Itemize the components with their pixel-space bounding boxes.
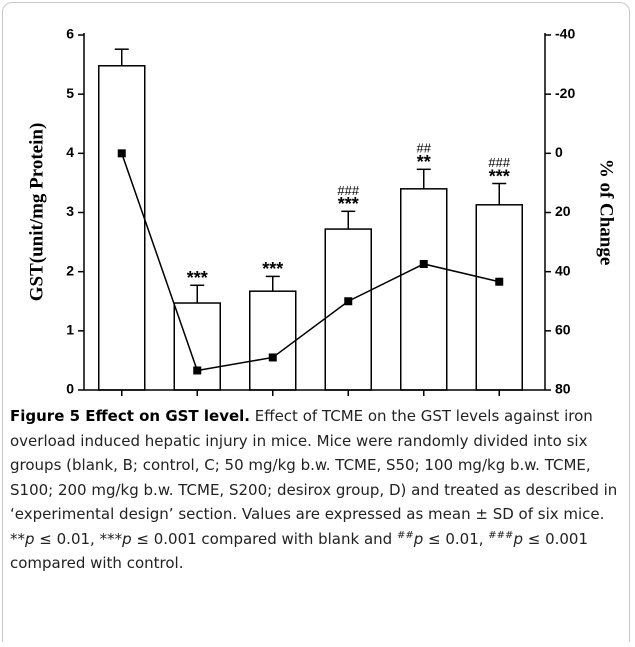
caption-text: p bbox=[513, 529, 523, 548]
caption-text: ## bbox=[396, 529, 414, 541]
significance-label: *** bbox=[338, 194, 359, 214]
y2-tick-label: 40 bbox=[555, 262, 571, 278]
y2-tick-label: 20 bbox=[555, 203, 571, 219]
line-series bbox=[121, 153, 500, 372]
y-axis-label: GST(unit/mg Protein) bbox=[26, 123, 47, 302]
significance-label: ## bbox=[417, 141, 432, 156]
y-tick-label: 6 bbox=[66, 26, 74, 42]
y-tick-label: 2 bbox=[66, 262, 74, 278]
x-tick-label: D bbox=[494, 398, 504, 400]
significance-label: *** bbox=[489, 166, 510, 186]
caption-text: Effect of TCME on the GST levels against… bbox=[10, 407, 618, 548]
bar bbox=[173, 302, 221, 391]
significance-label: ### bbox=[337, 183, 359, 198]
significance-label: ### bbox=[488, 155, 510, 170]
figure-frame bbox=[2, 2, 630, 642]
significance-label: *** bbox=[262, 259, 283, 279]
line-marker bbox=[419, 259, 428, 268]
y2-tick-label: 60 bbox=[555, 322, 571, 338]
caption-text: p bbox=[25, 529, 35, 548]
line-marker bbox=[117, 149, 126, 158]
line-marker bbox=[495, 277, 504, 286]
line-marker bbox=[268, 353, 277, 362]
y2-tick-label: -20 bbox=[555, 85, 575, 101]
caption-label: Figure 5 Effect on GST level. bbox=[10, 407, 250, 425]
y2-tick-label: 80 bbox=[555, 381, 571, 397]
significance-label: ** bbox=[417, 152, 431, 172]
caption-text: p bbox=[413, 529, 424, 548]
y2-tick-label: -40 bbox=[555, 26, 575, 42]
caption-text: p bbox=[122, 529, 132, 548]
caption: Figure 5 Effect on GST level. Effect of … bbox=[10, 404, 622, 576]
bar bbox=[324, 228, 372, 391]
y-tick-label: 1 bbox=[66, 322, 74, 338]
significance-label: *** bbox=[187, 268, 208, 288]
line-marker bbox=[344, 297, 353, 306]
y-tick-label: 0 bbox=[66, 381, 74, 397]
line-marker bbox=[193, 366, 202, 375]
x-tick-label: S200 bbox=[407, 398, 440, 400]
caption-text: ≤ 0.001 compared with control. bbox=[10, 529, 589, 573]
x-tick-label: S50 bbox=[260, 398, 285, 400]
bar bbox=[98, 65, 146, 391]
bar bbox=[400, 188, 448, 391]
x-tick-label: C bbox=[192, 398, 202, 400]
y2-axis-label: % of Change bbox=[596, 159, 617, 266]
y2-tick-label: 0 bbox=[555, 144, 563, 160]
chart: GST(unit/mg Protein) % of Change 0 1 2 3 4 5 6… bbox=[26, 26, 617, 400]
bar bbox=[475, 204, 523, 391]
caption-text: ≤ 0.001 compared with blank and bbox=[131, 529, 397, 548]
caption-text: ### bbox=[488, 529, 514, 541]
x-tick-label: B bbox=[117, 398, 127, 400]
x-tick-label: S100 bbox=[332, 398, 365, 400]
caption-text: ≤ 0.01, *** bbox=[34, 529, 123, 548]
y-tick-label: 5 bbox=[66, 85, 74, 101]
bar bbox=[249, 290, 297, 391]
caption-text: ≤ 0.01, bbox=[423, 529, 489, 548]
y-tick-label: 3 bbox=[66, 203, 74, 219]
y-tick-label: 4 bbox=[66, 144, 74, 160]
